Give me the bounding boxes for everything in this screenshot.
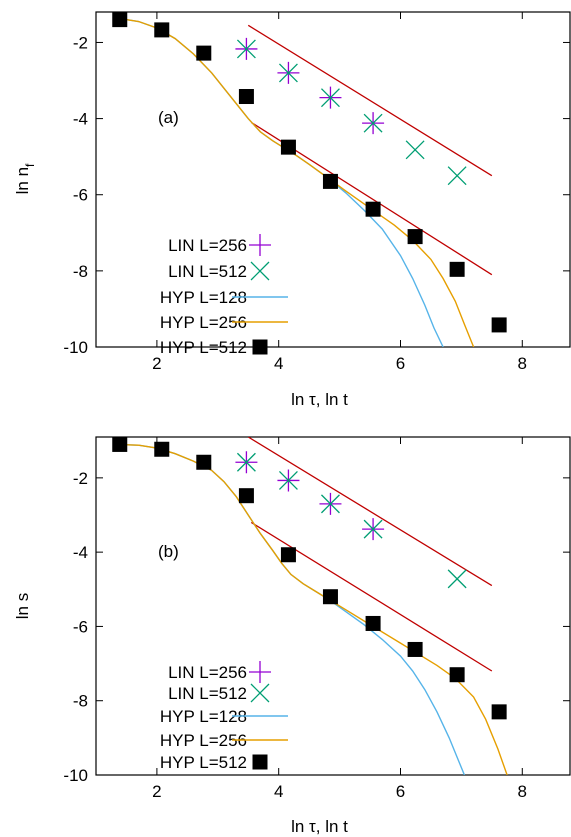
y-tick-label: -6: [73, 617, 88, 636]
data-point-lin-l-512: [405, 140, 425, 160]
y-tick-label: -2: [73, 33, 88, 52]
data-point-hyp-l-512: [449, 667, 465, 683]
data-point-hyp-l-512: [238, 488, 254, 504]
plot-frame: [95, 11, 571, 348]
guide-line: [247, 437, 493, 587]
data-point-lin-l-512: [236, 39, 256, 59]
y-tick-label: -8: [73, 262, 88, 281]
guide-line: [250, 521, 493, 672]
data-point-hyp-l-512: [365, 201, 381, 217]
legend-label-hyp-l-512: HYP L=512: [160, 338, 247, 357]
x-axis-title: ln τ, ln t: [291, 390, 348, 409]
series-line-hyp-l-256: [114, 17, 475, 347]
x-tick-label: 2: [152, 782, 161, 801]
data-point-lin-l-512: [320, 88, 340, 108]
legend-label-hyp-l-512: HYP L=512: [160, 753, 247, 772]
y-tick-label: -10: [63, 338, 88, 357]
legend-swatch-lin-l-512: [250, 683, 270, 703]
legend-label-lin-l-256: LIN L=256: [168, 236, 247, 255]
data-point-lin-l-512: [320, 494, 340, 514]
legend-label-lin-l-256: LIN L=256: [168, 663, 247, 682]
data-point-hyp-l-512: [407, 641, 423, 657]
data-point-hyp-l-512: [154, 441, 170, 457]
plot-frame: [95, 436, 571, 776]
data-point-hyp-l-512: [449, 261, 465, 277]
x-tick-label: 6: [396, 782, 405, 801]
data-point-hyp-l-512: [491, 704, 507, 720]
data-point-hyp-l-512: [491, 317, 507, 333]
legend-label-lin-l-512: LIN L=512: [168, 262, 247, 281]
data-point-hyp-l-512: [112, 437, 128, 452]
guide-line: [247, 24, 493, 177]
data-point-lin-l-512: [447, 569, 467, 589]
legend-swatch-lin-l-512: [250, 261, 270, 281]
data-point-lin-l-512: [447, 166, 467, 186]
data-point-lin-l-512: [363, 519, 383, 539]
data-point-hyp-l-512: [238, 89, 254, 105]
legend-label-hyp-l-256: HYP L=256: [160, 313, 247, 332]
y-tick-label: -2: [73, 469, 88, 488]
data-point-hyp-l-512: [322, 589, 338, 605]
plot-area: [112, 437, 508, 775]
y-tick-label: -4: [73, 543, 88, 562]
x-tick-label: 4: [274, 782, 283, 801]
data-point-hyp-l-512: [280, 547, 296, 563]
data-point-lin-l-512: [278, 470, 298, 490]
data-point-hyp-l-512: [154, 22, 170, 38]
data-point-hyp-l-512: [196, 454, 212, 470]
x-tick-label: 6: [396, 354, 405, 373]
x-tick-label: 4: [274, 354, 283, 373]
x-axis-title: ln τ, ln t: [291, 817, 348, 836]
y-tick-label: -4: [73, 110, 88, 129]
panel-label: (b): [158, 542, 179, 561]
data-point-hyp-l-512: [322, 173, 338, 189]
legend-label-hyp-l-128: HYP L=128: [160, 707, 247, 726]
legend-swatch-lin-l-256: [249, 234, 271, 256]
x-tick-label: 8: [518, 782, 527, 801]
legend-label-hyp-l-128: HYP L=128: [160, 288, 247, 307]
legend-swatch-hyp-l-512: [252, 339, 268, 355]
y-tick-label: -8: [73, 692, 88, 711]
panel-label: (a): [158, 108, 179, 127]
x-tick-label: 8: [518, 354, 527, 373]
data-point-lin-l-512: [278, 63, 298, 83]
data-point-hyp-l-512: [112, 12, 128, 28]
y-axis-title: ln nf: [13, 163, 37, 194]
legend-swatch-lin-l-256: [249, 661, 271, 683]
plot-area: [112, 12, 507, 347]
data-point-hyp-l-512: [196, 45, 212, 61]
y-tick-label: -6: [73, 186, 88, 205]
legend-label-hyp-l-256: HYP L=256: [160, 731, 247, 750]
data-point-hyp-l-512: [280, 139, 296, 155]
chart-panel-a: 2 4 6 8 -10 -8 -6 -4 -2 ln τ, ln t ln nf (a) LIN L=2…: [13, 11, 571, 409]
data-point-lin-l-512: [363, 113, 383, 133]
data-point-hyp-l-512: [407, 229, 423, 245]
y-axis-title: ln s: [13, 593, 32, 619]
y-axis-title-subscript: f: [23, 163, 37, 167]
legend-label-lin-l-512: LIN L=512: [168, 684, 247, 703]
x-tick-label: 2: [152, 354, 161, 373]
legend-swatch-hyp-l-512: [252, 754, 268, 770]
y-tick-label: -10: [63, 766, 88, 785]
data-point-lin-l-512: [236, 452, 256, 472]
chart-panel-b: 2 4 6 8 -10 -8 -6 -4 -2 ln τ, ln t ln s (b) LIN L=25…: [13, 436, 571, 836]
data-point-hyp-l-512: [365, 615, 381, 631]
